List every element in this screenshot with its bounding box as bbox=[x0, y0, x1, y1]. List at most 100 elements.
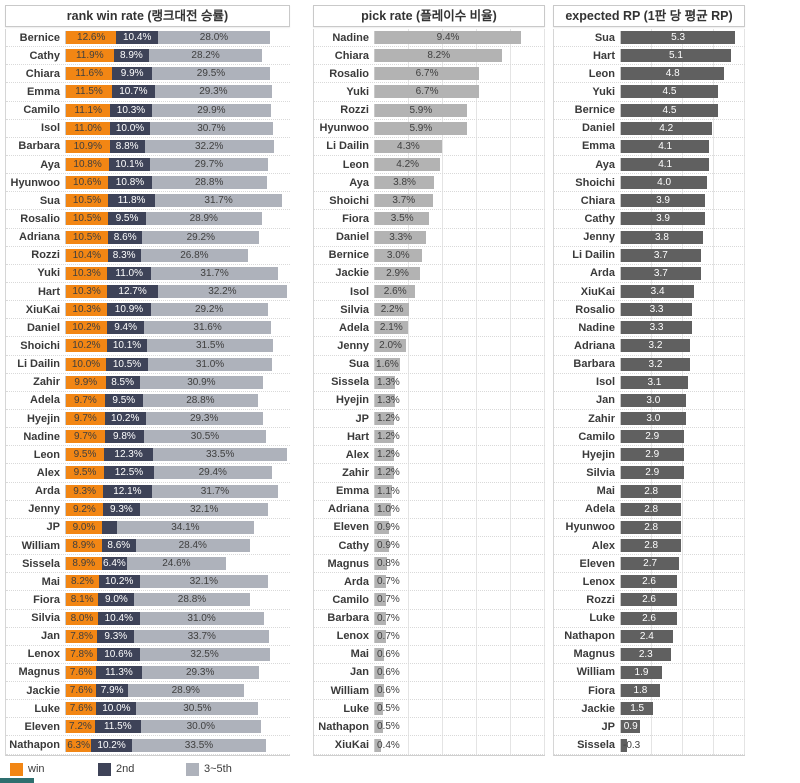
bar-segment-35th[interactable]: 29.4% bbox=[153, 466, 272, 480]
bar[interactable] bbox=[375, 303, 410, 317]
bar[interactable] bbox=[621, 593, 678, 607]
bar-segment-2nd[interactable]: 10.2% bbox=[98, 575, 140, 589]
bar[interactable] bbox=[621, 121, 712, 135]
bar-segment-2nd[interactable]: 8.5% bbox=[105, 375, 140, 389]
bar[interactable] bbox=[375, 720, 383, 734]
bar-segment-2nd[interactable]: 9.3% bbox=[97, 629, 135, 643]
bar-segment-35th[interactable]: 33.5% bbox=[153, 448, 288, 462]
bar[interactable] bbox=[621, 321, 693, 335]
legend-item-2nd[interactable]: 2nd bbox=[98, 762, 186, 776]
bar[interactable] bbox=[375, 520, 389, 534]
bar[interactable] bbox=[621, 31, 736, 45]
bar-segment-35th[interactable]: 31.0% bbox=[148, 357, 272, 371]
bar-segment-win[interactable]: 9.0% bbox=[66, 520, 102, 534]
bar[interactable] bbox=[375, 557, 388, 571]
bar[interactable] bbox=[375, 629, 386, 643]
bar[interactable] bbox=[375, 484, 393, 498]
bar-segment-35th[interactable]: 31.7% bbox=[151, 484, 279, 498]
bar-segment-win[interactable]: 11.1% bbox=[66, 103, 111, 117]
bar[interactable] bbox=[375, 85, 480, 99]
bar[interactable] bbox=[375, 502, 391, 516]
bar-segment-win[interactable]: 11.6% bbox=[66, 67, 113, 81]
bar-segment-35th[interactable]: 29.7% bbox=[149, 158, 269, 172]
bar-segment-35th[interactable]: 32.1% bbox=[139, 575, 268, 589]
bar-segment-35th[interactable]: 30.7% bbox=[150, 121, 273, 135]
bar[interactable] bbox=[375, 230, 427, 244]
bar-segment-35th[interactable]: 31.0% bbox=[139, 611, 264, 625]
bar-segment-2nd[interactable]: 12.1% bbox=[103, 484, 152, 498]
bar-segment-35th[interactable]: 30.9% bbox=[139, 375, 264, 389]
bar[interactable] bbox=[375, 248, 422, 262]
bar-segment-2nd[interactable]: 7.9% bbox=[96, 684, 128, 698]
bar-segment-win[interactable]: 9.2% bbox=[66, 502, 103, 516]
bar[interactable] bbox=[375, 665, 385, 679]
bar-segment-2nd[interactable]: 6.4% bbox=[101, 557, 128, 571]
bar[interactable] bbox=[621, 393, 686, 407]
bar-segment-2nd[interactable]: 10.7% bbox=[112, 85, 155, 99]
bar-segment-win[interactable]: 10.3% bbox=[66, 303, 108, 317]
bar-segment-35th[interactable]: 29.9% bbox=[151, 103, 272, 117]
bar-segment-2nd[interactable]: 10.9% bbox=[107, 303, 151, 317]
bar-segment-win[interactable]: 10.2% bbox=[66, 321, 107, 335]
bar[interactable] bbox=[621, 665, 662, 679]
bar[interactable] bbox=[621, 357, 690, 371]
bar-segment-win[interactable]: 10.6% bbox=[66, 176, 109, 190]
bar-segment-35th[interactable]: 28.8% bbox=[142, 393, 258, 407]
bar[interactable] bbox=[621, 339, 690, 353]
bar[interactable] bbox=[375, 212, 430, 226]
bar-segment-2nd[interactable]: 12.3% bbox=[103, 448, 154, 462]
bar[interactable] bbox=[621, 375, 688, 389]
bar[interactable] bbox=[375, 49, 503, 63]
bar-segment-35th[interactable]: 28.8% bbox=[151, 176, 267, 190]
bar[interactable] bbox=[621, 557, 680, 571]
bar[interactable] bbox=[621, 303, 693, 317]
bar-segment-35th[interactable]: 32.2% bbox=[144, 139, 274, 153]
bar-segment-35th[interactable]: 28.4% bbox=[135, 539, 250, 552]
bar-segment-35th[interactable]: 31.7% bbox=[151, 266, 278, 280]
bar[interactable] bbox=[621, 139, 710, 153]
bar[interactable] bbox=[621, 684, 660, 698]
bar-segment-win[interactable]: 8.0% bbox=[66, 611, 98, 625]
bar-segment-2nd[interactable]: 9.5% bbox=[104, 393, 143, 407]
bar-segment-35th[interactable]: 32.1% bbox=[139, 502, 269, 516]
bar[interactable] bbox=[621, 285, 695, 299]
bar[interactable] bbox=[375, 412, 394, 426]
bar-segment-win[interactable]: 11.9% bbox=[66, 49, 114, 63]
bar-segment-35th[interactable]: 31.6% bbox=[144, 321, 271, 335]
bar-segment-win[interactable]: 7.2% bbox=[66, 720, 95, 734]
bar-segment-35th[interactable]: 33.5% bbox=[131, 738, 266, 752]
bar-segment-2nd[interactable]: 8.8% bbox=[109, 139, 145, 153]
bar-segment-win[interactable]: 9.3% bbox=[66, 484, 104, 498]
bar-segment-35th[interactable]: 29.3% bbox=[141, 665, 259, 679]
bar-segment-win[interactable]: 8.1% bbox=[66, 593, 99, 607]
bar[interactable] bbox=[375, 539, 389, 552]
bar-segment-2nd[interactable]: 12.5% bbox=[103, 466, 154, 480]
bar[interactable] bbox=[375, 393, 396, 407]
bar-segment-win[interactable]: 9.7% bbox=[66, 430, 105, 444]
bar-segment-35th[interactable]: 29.2% bbox=[150, 303, 268, 317]
bar[interactable] bbox=[375, 266, 421, 280]
bar-segment-win[interactable]: 10.0% bbox=[66, 357, 106, 371]
bar-segment-2nd[interactable]: 10.2% bbox=[91, 738, 132, 752]
bar-segment-win[interactable]: 9.9% bbox=[66, 375, 106, 389]
bar-segment-win[interactable]: 12.6% bbox=[66, 31, 117, 45]
bar[interactable] bbox=[621, 448, 684, 462]
bar-segment-2nd[interactable]: 9.9% bbox=[112, 67, 152, 81]
bar[interactable] bbox=[621, 212, 706, 226]
bar[interactable] bbox=[621, 103, 718, 117]
bar[interactable] bbox=[375, 430, 394, 444]
bar[interactable] bbox=[375, 448, 394, 462]
bar-segment-35th[interactable]: 33.7% bbox=[134, 629, 270, 643]
bar-segment-35th[interactable]: 30.5% bbox=[143, 430, 266, 444]
bar[interactable] bbox=[375, 611, 386, 625]
bar[interactable] bbox=[621, 248, 701, 262]
bar-segment-2nd[interactable]: 9.5% bbox=[108, 212, 146, 226]
bar[interactable] bbox=[375, 375, 396, 389]
bar-segment-win[interactable]: 11.5% bbox=[66, 85, 112, 99]
bar-segment-win[interactable]: 7.8% bbox=[66, 629, 98, 643]
bar[interactable] bbox=[375, 466, 394, 480]
bar-segment-35th[interactable]: 34.1% bbox=[117, 520, 254, 534]
bar-segment-win[interactable]: 10.8% bbox=[66, 158, 110, 172]
bar-segment-2nd[interactable]: 8.6% bbox=[108, 230, 143, 244]
bar[interactable] bbox=[375, 67, 480, 81]
